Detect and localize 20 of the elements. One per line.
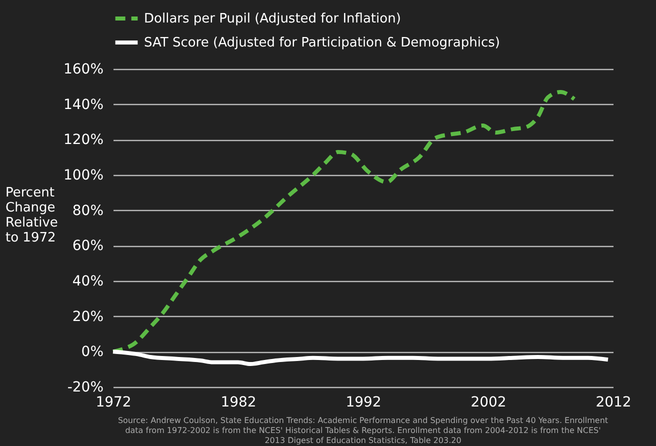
y-tick-label: 0% (81, 344, 104, 360)
y-tick-label: 160% (63, 62, 104, 78)
x-tick-label: 2012 (596, 394, 632, 410)
line-series (111, 350, 610, 366)
y-tick-label: 80% (72, 202, 104, 219)
y-tick-label: 140% (63, 96, 104, 113)
legend-label: Dollars per Pupil (Adjusted for Inflation) (144, 12, 401, 26)
y-tick-label: 60% (72, 238, 104, 254)
y-tick-label: 20% (72, 308, 104, 325)
y-tick-label: -20% (67, 380, 104, 396)
source-note: Source: Andrew Coulson, State Education Trends: Academic Performance and Spending over the Past 40 Years. Enrollment data from 1972-2002 is from the NCES' Historical Tables & Reports. Enrollment data from 2004-2012 is from the NCES' 2013 Digest of Education Statistics, Table 203.20 (118, 416, 608, 445)
y-tick-label: 100% (63, 168, 104, 184)
y-tick-label: 120% (63, 132, 104, 148)
x-tick-label: 1972 (96, 394, 132, 410)
x-tick-label: 1992 (346, 394, 382, 410)
y-tick-label: 40% (72, 274, 104, 290)
x-tick-label: 1982 (220, 394, 256, 410)
y-axis-title: Percent Change Relative to 1972 (6, 186, 58, 246)
x-tick-label: 2002 (470, 394, 506, 410)
legend-label: SAT Score (Adjusted for Participation & Demographics) (144, 36, 500, 50)
